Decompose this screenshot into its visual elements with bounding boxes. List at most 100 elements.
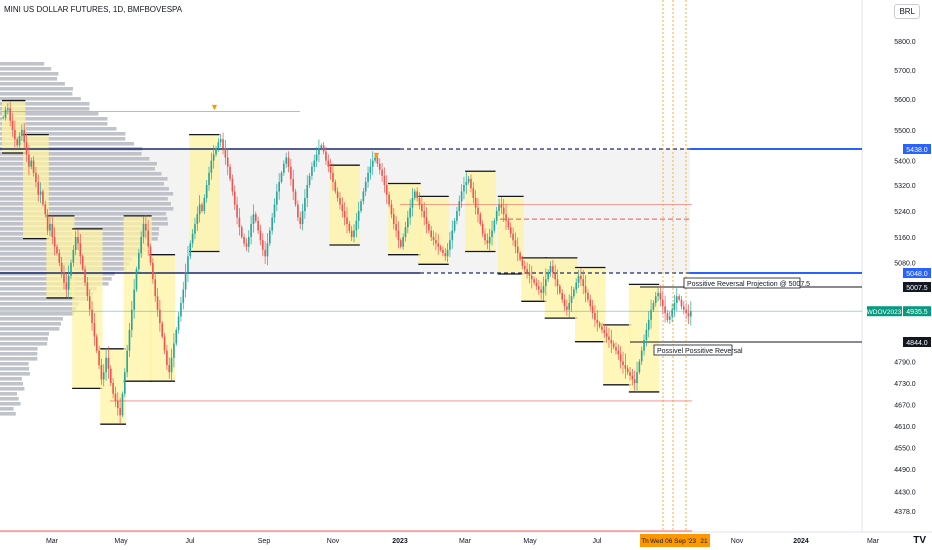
candle-body	[191, 233, 194, 244]
candle-body	[254, 214, 257, 221]
candle-body	[505, 214, 507, 221]
profile-bar	[0, 302, 79, 306]
candle-body	[561, 292, 564, 300]
candle-body	[166, 350, 168, 366]
candle-body	[428, 224, 430, 231]
profile-bar	[0, 82, 65, 86]
candle-body	[35, 172, 37, 182]
candle-body	[257, 220, 259, 231]
candle-body	[21, 130, 23, 137]
candle-body	[472, 188, 475, 198]
candle-body	[149, 246, 152, 263]
profile-bar	[0, 317, 63, 321]
candle-body	[654, 296, 657, 303]
annotations: Possitive Reversal Projection @ 5007.5 P…	[210, 102, 810, 356]
candle-body	[49, 224, 51, 231]
candle-body	[203, 198, 206, 211]
candle-body	[446, 249, 449, 257]
candle-body	[229, 166, 231, 179]
price-label: 4935.5	[906, 309, 928, 316]
candle-body	[666, 313, 669, 320]
candle-body	[11, 120, 14, 130]
candle-body	[44, 204, 47, 215]
candle-body	[474, 198, 477, 208]
candle-body	[343, 211, 346, 218]
profile-bar	[0, 372, 30, 376]
candle-body	[102, 372, 105, 380]
candle-body	[397, 230, 400, 241]
candle-body	[184, 272, 187, 290]
profile-bar	[0, 102, 90, 106]
candle-body	[88, 296, 91, 310]
candle-body	[523, 265, 526, 270]
candle-body	[292, 178, 295, 192]
candle-body	[390, 204, 393, 215]
profile-bar	[0, 312, 75, 316]
price-label: 4844.0	[906, 340, 928, 347]
time-tick: Nov	[327, 538, 340, 545]
price-label-bg	[903, 144, 931, 154]
candle-body	[629, 372, 631, 376]
candle-body	[268, 230, 271, 244]
annotation-reversal-text: Possivel Possitive Reversal	[657, 348, 743, 355]
candle-body	[444, 253, 447, 257]
candle-body	[453, 220, 456, 231]
time-axis[interactable]: Mar May Jul Sep Nov 2023 Mar May Jul Nov 2024 Mar Th…	[46, 534, 880, 547]
candle-body	[467, 178, 470, 182]
time-tick: Mar	[459, 538, 472, 545]
profile-bar	[0, 177, 168, 181]
candle-body	[516, 246, 519, 254]
profile-bar	[0, 97, 81, 101]
candle-body	[278, 181, 280, 192]
candle-body	[647, 319, 650, 330]
candle-body	[156, 296, 159, 310]
candle-body	[491, 230, 493, 237]
price-axis[interactable]: 4378.0 4430.0 4490.0 4550.0 4610.0 4670.0 4730…	[867, 39, 931, 516]
candle-body	[552, 265, 554, 273]
candle-body	[411, 198, 414, 208]
price-tick: 5700.0	[894, 68, 916, 75]
profile-bar	[0, 387, 25, 391]
profile-bar	[0, 322, 62, 326]
candle-body	[177, 316, 180, 330]
candle-body	[582, 279, 585, 287]
profile-bar	[0, 402, 21, 406]
candle-body	[544, 279, 547, 287]
candle-body	[107, 357, 110, 369]
candle-body	[28, 154, 30, 167]
candle-body	[170, 357, 173, 373]
candle-body	[212, 154, 215, 161]
currency-button[interactable]: BRL	[894, 4, 920, 19]
candle-body	[664, 306, 666, 314]
candle-body	[423, 211, 426, 218]
profile-bar	[0, 342, 48, 346]
candle-body	[507, 220, 510, 228]
candle-body	[222, 139, 224, 149]
candle-body	[84, 269, 86, 283]
candle-body	[280, 172, 283, 182]
tradingview-logo[interactable]: TV	[913, 535, 926, 546]
profile-bar	[0, 362, 29, 366]
price-label: 5438.0	[906, 147, 928, 154]
candle-body	[116, 400, 119, 409]
candle-body	[77, 237, 79, 244]
profile-bar	[0, 327, 60, 331]
candle-body	[285, 157, 288, 164]
price-tick: 5600.0	[894, 97, 916, 104]
candle-body	[217, 142, 220, 149]
profile-bar	[0, 222, 169, 226]
candle-body	[266, 243, 269, 257]
price-tick: 5800.0	[894, 39, 916, 46]
candle-body	[58, 253, 61, 263]
candle-body	[130, 309, 133, 330]
candle-body	[451, 230, 454, 241]
candle-body	[594, 313, 596, 320]
candle-body	[685, 309, 687, 314]
price-tick: 5240.0	[894, 209, 916, 216]
profile-bar	[0, 137, 126, 141]
price-label-bg	[903, 337, 931, 347]
candle-body	[563, 299, 566, 307]
candle-body	[682, 306, 685, 310]
price-tick: 4730.0	[894, 381, 916, 388]
